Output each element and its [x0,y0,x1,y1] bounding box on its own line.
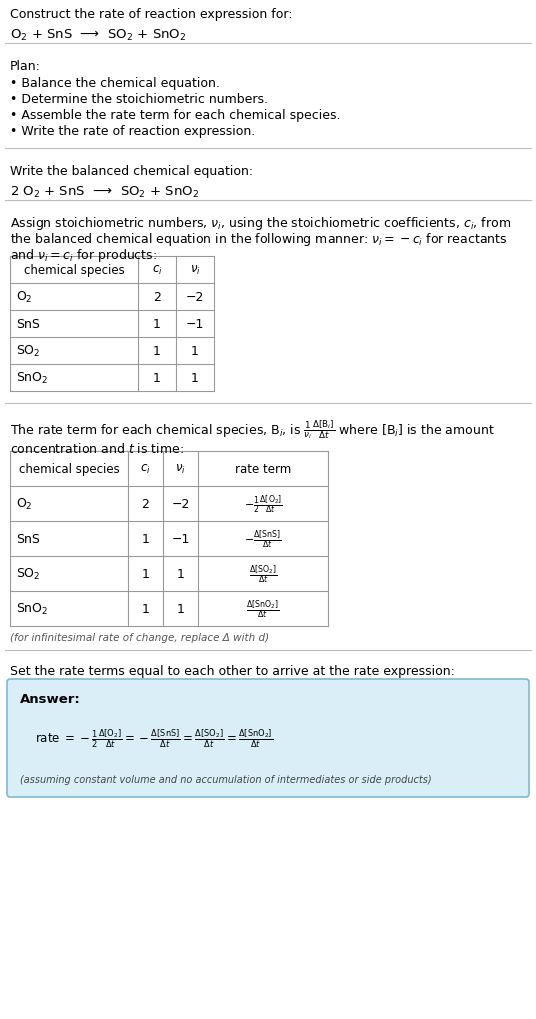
Text: $c_i$: $c_i$ [140,463,151,476]
Text: −2: −2 [186,290,204,304]
Text: 1: 1 [153,318,161,331]
Text: 1: 1 [142,533,150,545]
Text: SnO$_2$: SnO$_2$ [16,371,48,385]
Text: $\frac{\Delta[\mathrm{SO_2}]}{\Delta t}$: $\frac{\Delta[\mathrm{SO_2}]}{\Delta t}$ [249,562,277,585]
Text: SO$_2$: SO$_2$ [16,567,41,582]
Text: Answer:: Answer: [20,692,81,705]
Text: 1: 1 [142,602,150,615]
Text: 1: 1 [191,344,199,358]
Text: (assuming constant volume and no accumulation of intermediates or side products): (assuming constant volume and no accumul… [20,774,431,785]
Text: The rate term for each chemical species, B$_i$, is $\frac{1}{\nu_i}\frac{\Delta[: The rate term for each chemical species,… [10,418,495,440]
Text: rate $= -\frac{1}{2}\frac{\Delta[\mathrm{O_2}]}{\Delta t} = -\frac{\Delta[\mathr: rate $= -\frac{1}{2}\frac{\Delta[\mathrm… [35,728,273,750]
Text: • Determine the stoichiometric numbers.: • Determine the stoichiometric numbers. [10,93,268,106]
Text: $\nu_i$: $\nu_i$ [190,264,200,277]
Text: $-\frac{1}{2}\frac{\Delta[\mathrm{O_2}]}{\Delta t}$: $-\frac{1}{2}\frac{\Delta[\mathrm{O_2}]}… [243,492,282,516]
Text: 2 O$_2$ + SnS  ⟶  SO$_2$ + SnO$_2$: 2 O$_2$ + SnS ⟶ SO$_2$ + SnO$_2$ [10,184,199,200]
Text: 1: 1 [153,372,161,384]
Text: 1: 1 [153,344,161,358]
FancyBboxPatch shape [7,680,529,797]
Text: $-\frac{\Delta[\mathrm{SnS}]}{\Delta t}$: $-\frac{\Delta[\mathrm{SnS}]}{\Delta t}$ [244,528,282,550]
Text: rate term: rate term [235,463,291,476]
Text: SnO$_2$: SnO$_2$ [16,601,48,616]
Text: $c_i$: $c_i$ [152,264,162,277]
Text: • Balance the chemical equation.: • Balance the chemical equation. [10,76,220,90]
Text: −1: −1 [186,318,204,331]
Text: chemical species: chemical species [24,264,124,277]
Text: 1: 1 [191,372,199,384]
Text: 2: 2 [153,290,161,304]
Text: Construct the rate of reaction expression for:: Construct the rate of reaction expressio… [10,8,293,21]
Text: concentration and $t$ is time:: concentration and $t$ is time: [10,441,184,455]
Text: SnS: SnS [16,318,40,331]
Text: −1: −1 [172,533,190,545]
Text: (for infinitesimal rate of change, replace Δ with d): (for infinitesimal rate of change, repla… [10,633,269,642]
Text: $\nu_i$: $\nu_i$ [175,463,186,476]
Text: the balanced chemical equation in the following manner: $\nu_i = -c_i$ for react: the balanced chemical equation in the fo… [10,230,508,248]
Text: 2: 2 [142,497,150,511]
Text: $\frac{\Delta[\mathrm{SnO_2}]}{\Delta t}$: $\frac{\Delta[\mathrm{SnO_2}]}{\Delta t}… [247,597,280,621]
Text: Assign stoichiometric numbers, $\nu_i$, using the stoichiometric coefficients, $: Assign stoichiometric numbers, $\nu_i$, … [10,215,511,231]
Text: Plan:: Plan: [10,60,41,73]
Text: chemical species: chemical species [19,463,120,476]
Text: O$_2$: O$_2$ [16,289,33,305]
Text: Write the balanced chemical equation:: Write the balanced chemical equation: [10,165,253,178]
Text: and $\nu_i = c_i$ for products:: and $\nu_i = c_i$ for products: [10,247,157,264]
Text: SO$_2$: SO$_2$ [16,343,41,359]
Text: Set the rate terms equal to each other to arrive at the rate expression:: Set the rate terms equal to each other t… [10,664,455,678]
Text: • Assemble the rate term for each chemical species.: • Assemble the rate term for each chemic… [10,109,340,122]
Text: 1: 1 [176,568,184,581]
Text: −2: −2 [172,497,190,511]
Text: SnS: SnS [16,533,40,545]
Text: O$_2$ + SnS  ⟶  SO$_2$ + SnO$_2$: O$_2$ + SnS ⟶ SO$_2$ + SnO$_2$ [10,28,187,43]
Text: 1: 1 [142,568,150,581]
Text: 1: 1 [176,602,184,615]
Text: O$_2$: O$_2$ [16,496,33,512]
Text: • Write the rate of reaction expression.: • Write the rate of reaction expression. [10,125,255,138]
